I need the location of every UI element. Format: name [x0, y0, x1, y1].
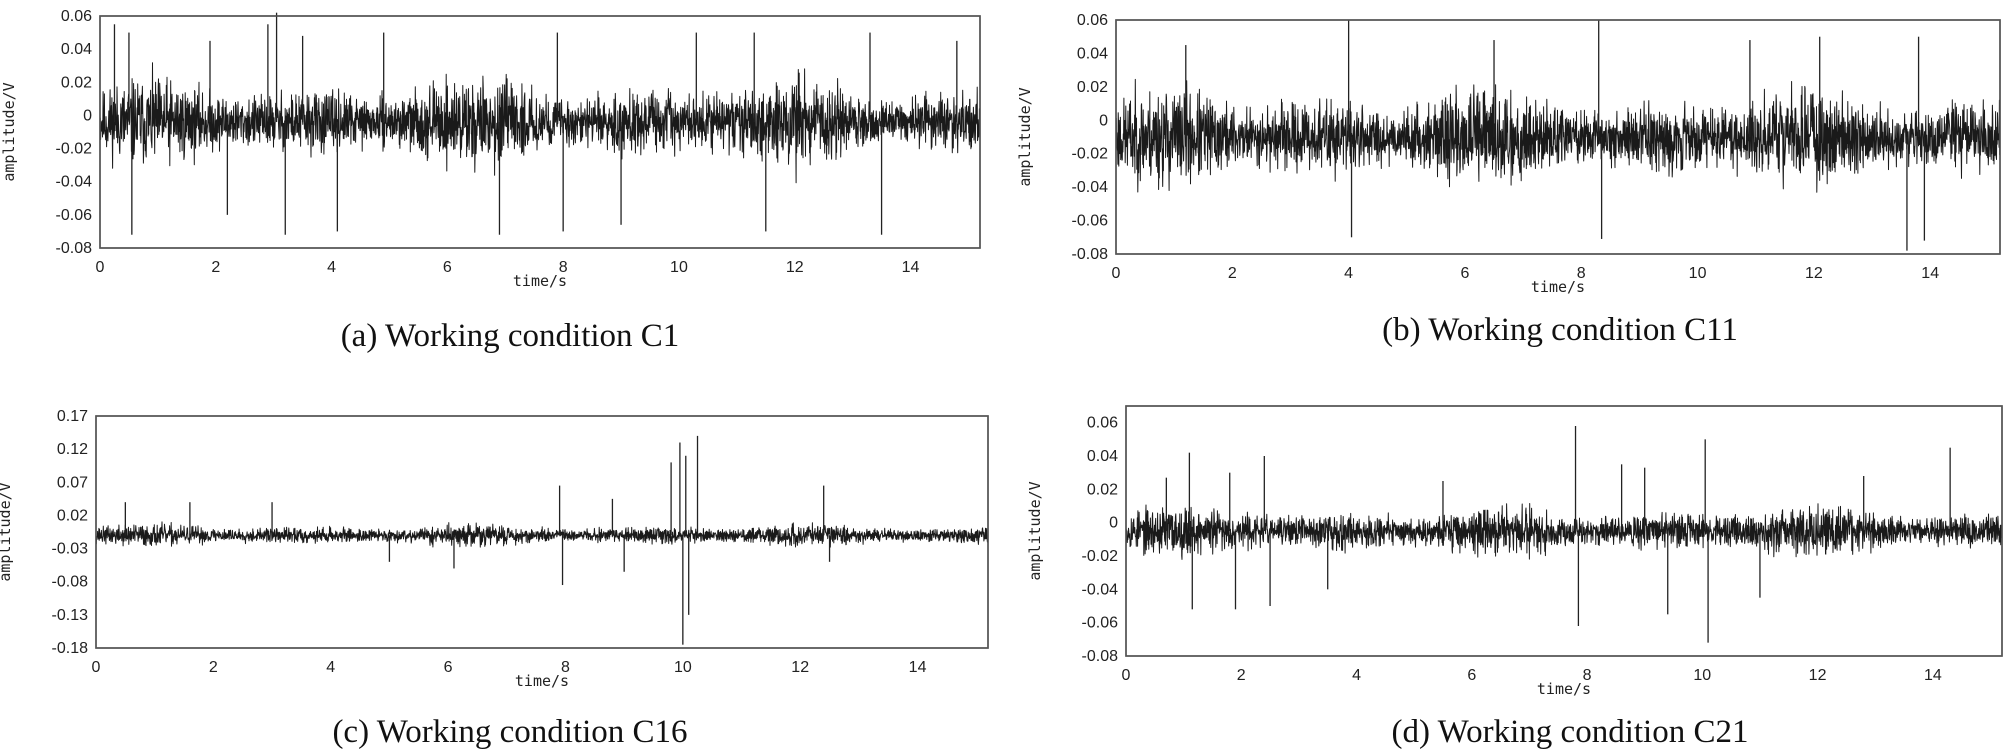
- x-tick-label: 0: [92, 659, 101, 676]
- x-tick-label: 2: [1228, 265, 1237, 282]
- x-tick-label: 2: [211, 259, 220, 276]
- x-tick-label: 8: [1583, 667, 1592, 684]
- y-tick-label: 0.04: [61, 41, 92, 58]
- y-tick-label: -0.03: [52, 541, 89, 558]
- x-tick-label: 4: [326, 659, 335, 676]
- y-tick-label: -0.04: [56, 174, 93, 191]
- y-tick-label: -0.06: [1082, 615, 1119, 632]
- x-tick-label: 8: [561, 659, 570, 676]
- x-tick-label: 10: [670, 259, 688, 276]
- x-tick-label: 8: [559, 259, 568, 276]
- y-tick-label: -0.08: [1082, 648, 1119, 665]
- caption-d: (d) Working condition C21: [1391, 714, 1749, 750]
- y-tick-label: -0.02: [1082, 548, 1119, 565]
- x-tick-label: 14: [902, 259, 920, 276]
- x-tick-label: 14: [909, 659, 927, 676]
- y-tick-label: -0.06: [1072, 213, 1109, 230]
- x-tick-label: 14: [1924, 667, 1942, 684]
- y-tick-label: 0.06: [61, 8, 92, 25]
- y-tick-label: 0.06: [1087, 415, 1118, 432]
- y-tick-label: -0.08: [1072, 246, 1109, 263]
- chart-b: 0.060.040.020-0.02-0.04-0.06-0.080 2 4 6 8 10…: [1016, 12, 2001, 296]
- y-axis-label: amplitude/V: [0, 482, 14, 581]
- x-tick-label: 14: [1921, 265, 1939, 282]
- y-tick-label: 0.17: [57, 408, 88, 425]
- x-tick-label: 4: [1344, 265, 1353, 282]
- x-tick-label: 2: [1237, 667, 1246, 684]
- x-tick-label: 10: [1689, 265, 1707, 282]
- y-tick-label: 0.04: [1087, 448, 1118, 465]
- caption-a: (a) Working condition C1: [340, 318, 680, 354]
- chart-d: 0.060.040.020-0.02-0.04-0.06-0.080 2 4 6 8 10…: [1026, 405, 2003, 698]
- y-axis-label: amplitude/V: [1016, 87, 1034, 186]
- x-tick-label: 10: [1693, 667, 1711, 684]
- x-tick-label: 12: [786, 259, 804, 276]
- signal-trace: [95, 521, 989, 548]
- y-tick-label: -0.08: [52, 574, 89, 591]
- panel-b: 0.06 0.04 0.02 0 -0.02 -0.04 -0.06 -0.08 0 2 4 6 8 10…: [1000, 0, 2006, 370]
- x-tick-label: 12: [791, 659, 809, 676]
- x-tick-label: 6: [443, 259, 452, 276]
- y-axis-label: amplitude/V: [0, 82, 18, 181]
- y-tick-label: 0.02: [1087, 481, 1118, 498]
- y-tick-label: 0.02: [1077, 79, 1108, 96]
- signal-trace: [99, 62, 981, 184]
- panel-c: 0.17 0.12 0.07 0.02 -0.03 -0.08 -0.13 -0.18 0 2 4 6…: [0, 386, 1000, 756]
- y-tick-label: 0.02: [57, 507, 88, 524]
- x-tick-label: 6: [1467, 667, 1476, 684]
- y-tick-label: -0.04: [1082, 581, 1119, 598]
- x-tick-label: 0: [96, 259, 105, 276]
- plot-frame-edge: [99, 15, 981, 249]
- plot-frame-edge: [95, 415, 989, 649]
- y-tick-label: 0: [1099, 112, 1108, 129]
- y-tick-label: 0.04: [1077, 45, 1108, 62]
- x-tick-label: 10: [674, 659, 692, 676]
- y-tick-label: 0: [83, 107, 92, 124]
- y-tick-label: 0.06: [1077, 12, 1108, 29]
- y-tick-label: 0.02: [61, 74, 92, 91]
- y-tick-label: -0.18: [52, 640, 89, 657]
- panel-d: 0.06 0.04 0.02 0 -0.02 -0.04 -0.06 -0.08 0 2 4 6 8 10…: [1000, 386, 2006, 756]
- caption-b: (b) Working condition C11: [1382, 312, 1738, 348]
- caption-c: (c) Working condition C16: [332, 714, 688, 750]
- x-tick-label: 12: [1805, 265, 1823, 282]
- x-tick-label: 6: [444, 659, 453, 676]
- x-axis-label: time/s: [1537, 680, 1591, 698]
- y-tick-label: -0.08: [56, 240, 93, 257]
- y-tick-label: -0.04: [1072, 179, 1109, 196]
- x-axis-label: time/s: [515, 672, 569, 690]
- y-tick-label: -0.06: [56, 207, 93, 224]
- plot-frame-edge: [1115, 19, 2001, 255]
- chart-a: 0.060.040.020-0.02-0.04-0.06-0.080 2 4 6 8 10…: [0, 8, 981, 290]
- y-tick-label: 0: [1109, 515, 1118, 532]
- y-tick-label: 0.07: [57, 474, 88, 491]
- signal-trace: [1125, 503, 2003, 560]
- x-tick-label: 4: [1352, 667, 1361, 684]
- x-tick-label: 0: [1112, 265, 1121, 282]
- y-tick-label: 0.12: [57, 441, 88, 458]
- y-tick-label: -0.02: [1072, 146, 1109, 163]
- x-tick-label: 8: [1577, 265, 1586, 282]
- signal-trace: [1115, 78, 2001, 193]
- y-axis-label: amplitude/V: [1026, 481, 1044, 580]
- y-tick-label: -0.02: [56, 141, 93, 158]
- chart-c: 0.17 0.12 0.07 0.02 -0.03 -0.08 -0.13 -0.180 2 4 6…: [0, 408, 989, 690]
- x-tick-label: 12: [1809, 667, 1827, 684]
- x-tick-label: 2: [209, 659, 218, 676]
- x-tick-label: 4: [327, 259, 336, 276]
- y-tick-label: -0.13: [52, 607, 89, 624]
- x-tick-label: 6: [1460, 265, 1469, 282]
- x-axis-label: time/s: [1531, 278, 1585, 296]
- x-tick-label: 0: [1122, 667, 1131, 684]
- x-axis-label: time/s: [513, 272, 567, 290]
- plot-frame-edge: [1125, 405, 2003, 657]
- panel-a: 0.06 0.04 0.02 0 -0.02 -0.04 -0.06 -0.08 0 2 4 6 8 10…: [0, 0, 1000, 370]
